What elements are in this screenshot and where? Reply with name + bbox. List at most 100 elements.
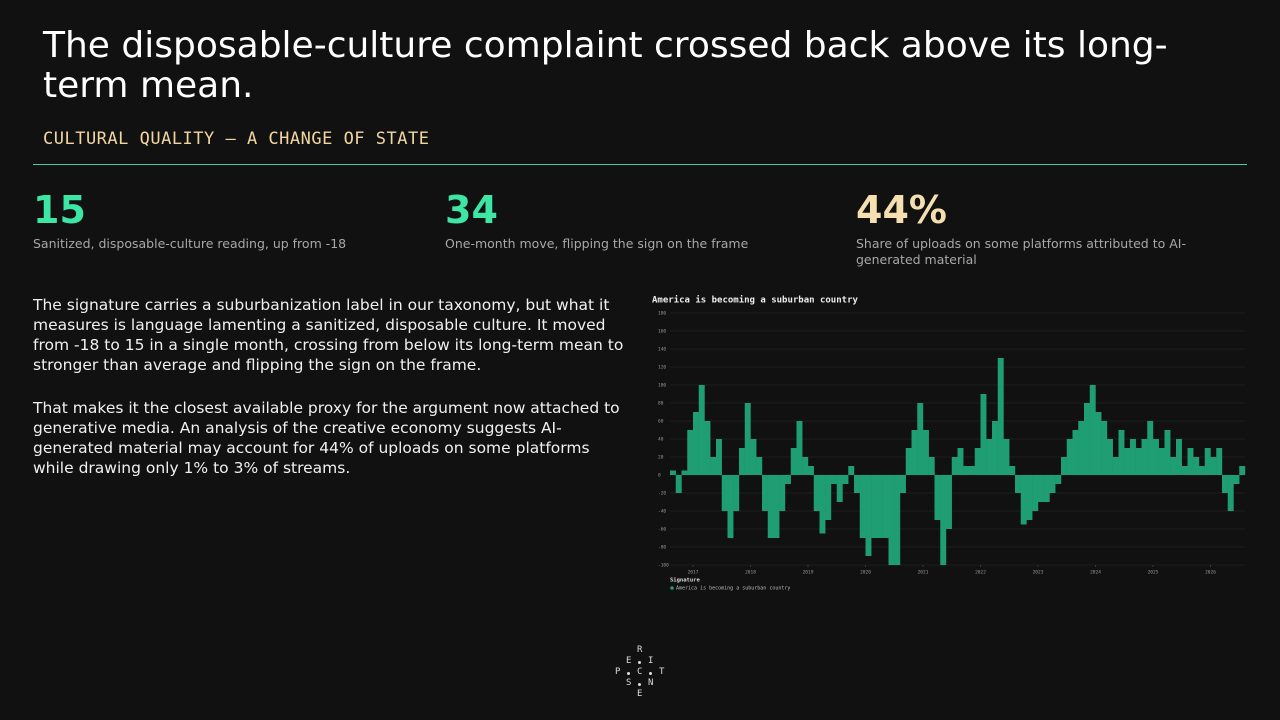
bar: [1026, 475, 1033, 520]
bar: [1164, 430, 1171, 475]
bar: [1095, 412, 1102, 475]
x-tick-label: 2026: [1205, 570, 1216, 576]
bar: [934, 475, 941, 520]
y-tick-label: -60: [658, 527, 666, 533]
bar: [911, 430, 918, 475]
bar: [750, 439, 757, 475]
bar: [1032, 475, 1039, 511]
bar: [963, 466, 970, 475]
logo-letter: S: [626, 678, 632, 688]
bar: [1107, 439, 1113, 475]
bar: [1084, 403, 1090, 475]
bar: [980, 394, 987, 475]
legend-title: Signature: [670, 578, 700, 584]
bar: [905, 448, 912, 475]
y-tick-label: 60: [658, 419, 664, 425]
bar: [1222, 475, 1228, 493]
bar: [831, 475, 837, 484]
bar: [773, 475, 780, 538]
stat: 15 Sanitized, disposable-culture reading,…: [33, 188, 423, 252]
bar: [727, 475, 734, 538]
logo-dot: [649, 672, 652, 675]
y-tick-label: 0: [658, 473, 661, 479]
y-tick-label: -40: [658, 509, 666, 515]
bar: [1216, 448, 1223, 475]
bar: [957, 448, 964, 475]
bar: [877, 475, 883, 538]
bar: [1043, 475, 1050, 502]
bar: [1170, 457, 1177, 475]
bar: [1072, 430, 1079, 475]
bar: [716, 439, 722, 475]
bar: [1130, 439, 1136, 475]
x-tick-label: 2022: [975, 570, 986, 576]
bar: [1193, 457, 1200, 475]
bar: [854, 475, 860, 493]
x-tick-label: 2020: [860, 570, 871, 576]
stat: 44% Share of uploads on some platforms at…: [856, 188, 1246, 268]
stat-label: One-month move, flipping the sign on the…: [445, 236, 749, 251]
bar: [836, 475, 843, 502]
bar: [871, 475, 878, 538]
stat: 34 One-month move, flipping the sign on t…: [445, 188, 835, 252]
bar: [790, 448, 797, 475]
bar: [992, 421, 998, 475]
bar: [1118, 430, 1125, 475]
y-tick-label: -80: [658, 545, 666, 551]
bar: [946, 475, 952, 529]
bar: [1112, 457, 1119, 475]
bar: [756, 457, 763, 475]
bar: [819, 475, 826, 534]
paragraph: That makes it the closest available prox…: [33, 399, 620, 477]
logo-dot: [638, 661, 641, 664]
y-tick-label: 80: [658, 401, 664, 407]
bar: [785, 475, 791, 484]
bar: [1066, 439, 1073, 475]
bar: [1227, 475, 1234, 511]
bar: [1089, 385, 1096, 475]
y-tick-label: 120: [658, 365, 666, 371]
legend-label: America is becoming a suburban country: [676, 586, 790, 592]
bar: [969, 466, 975, 475]
logo-dot: [638, 683, 641, 686]
bar: [882, 475, 889, 538]
bar: [779, 475, 786, 511]
y-tick-label: 100: [658, 383, 666, 389]
bar: [744, 403, 751, 475]
bar: [894, 475, 901, 565]
logo-letter: I: [648, 656, 654, 666]
bar: [1124, 448, 1131, 475]
bar: [1101, 421, 1108, 475]
logo-letter: N: [648, 678, 654, 688]
bar: [928, 457, 935, 475]
bar: [675, 475, 682, 493]
legend-swatch: [670, 586, 674, 590]
bar: [1061, 457, 1067, 475]
bar: [1158, 448, 1165, 475]
bar: [1009, 466, 1016, 475]
bar: [997, 358, 1004, 475]
bar: [681, 470, 688, 475]
paragraph: The signature carries a suburbanization …: [33, 296, 624, 374]
bar: [1003, 439, 1010, 475]
logo-letter: R: [637, 645, 643, 655]
bar: [670, 470, 676, 475]
stat-value: 44%: [856, 188, 947, 232]
bar: [693, 412, 699, 475]
bar: [1187, 448, 1194, 475]
bar: [1141, 439, 1148, 475]
bar: [1239, 466, 1246, 475]
x-tick-label: 2018: [745, 570, 756, 576]
bar: [808, 466, 814, 475]
x-tick-label: 2024: [1090, 570, 1101, 576]
y-tick-label: -100: [658, 563, 669, 569]
bar: [1020, 475, 1027, 525]
bar: [1078, 421, 1085, 475]
bar: [865, 475, 872, 556]
bar: [848, 466, 855, 475]
y-tick-label: 20: [658, 455, 664, 461]
y-tick-label: -20: [658, 491, 666, 497]
bar: [974, 448, 981, 475]
x-tick-label: 2019: [803, 570, 814, 576]
